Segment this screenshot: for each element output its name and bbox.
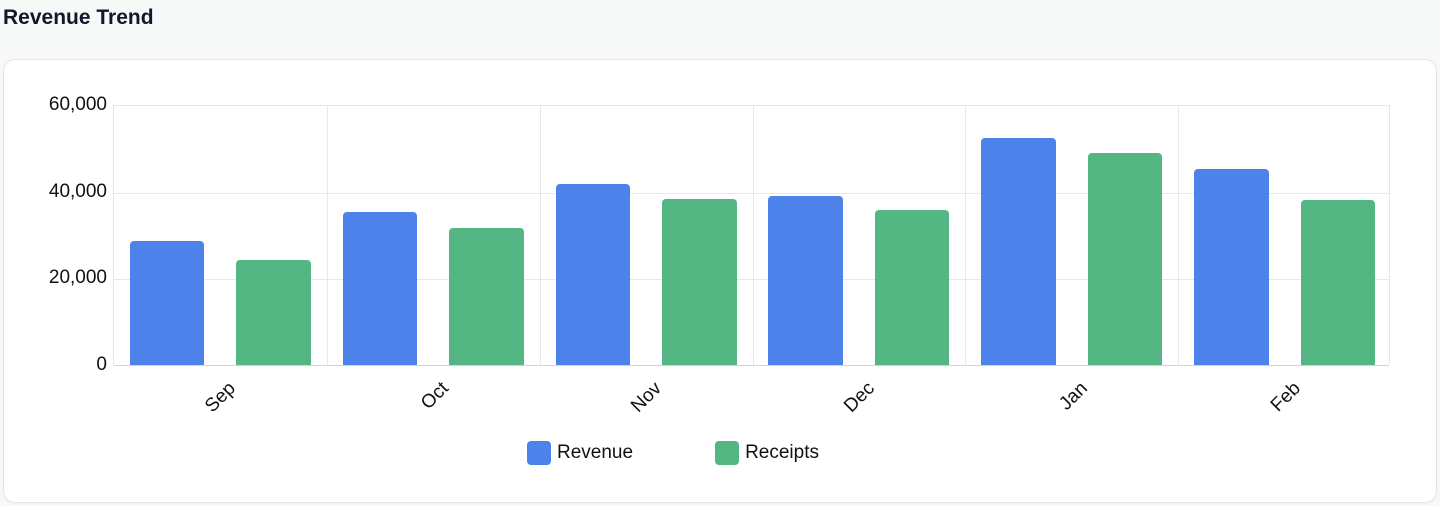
y-tick-label: 40,000 [48, 180, 107, 202]
legend-item-revenue[interactable]: Revenue [527, 441, 633, 465]
bar-receipts-dec[interactable] [874, 209, 950, 365]
revenue-swatch [527, 441, 551, 465]
bar-receipts-sep[interactable] [236, 260, 311, 365]
y-tick-label: 60,000 [48, 94, 107, 115]
legend-label: Revenue [557, 442, 634, 463]
bar-revenue-nov[interactable] [555, 183, 631, 365]
bar-revenue-oct[interactable] [342, 212, 418, 365]
bar-revenue-jan[interactable] [981, 138, 1056, 365]
gridline [326, 106, 328, 365]
bar-receipts-jan[interactable] [1087, 152, 1163, 365]
x-axis-line [114, 365, 1389, 366]
receipts-swatch [715, 441, 740, 465]
gridline [1178, 106, 1180, 365]
plot-area [113, 105, 1390, 366]
legend: Revenue Receipts [527, 441, 901, 465]
gridline [114, 279, 1389, 281]
gridline [539, 106, 541, 365]
legend-item-receipts[interactable]: Receipts [715, 441, 819, 465]
y-tick-label: 20,000 [48, 267, 107, 289]
gridline [114, 192, 1389, 194]
bar-receipts-oct[interactable] [449, 228, 524, 365]
bar-revenue-sep[interactable] [129, 241, 205, 365]
bar-receipts-nov[interactable] [662, 199, 737, 365]
y-tick-label: 0 [96, 354, 107, 375]
bar-revenue-feb[interactable] [1194, 168, 1269, 365]
legend-label: Receipts [745, 442, 819, 463]
gridline [965, 106, 967, 365]
bar-receipts-feb[interactable] [1300, 199, 1376, 365]
bar-revenue-dec[interactable] [768, 196, 843, 365]
chart-title: Revenue Trend [3, 6, 154, 29]
gridline [752, 106, 754, 365]
